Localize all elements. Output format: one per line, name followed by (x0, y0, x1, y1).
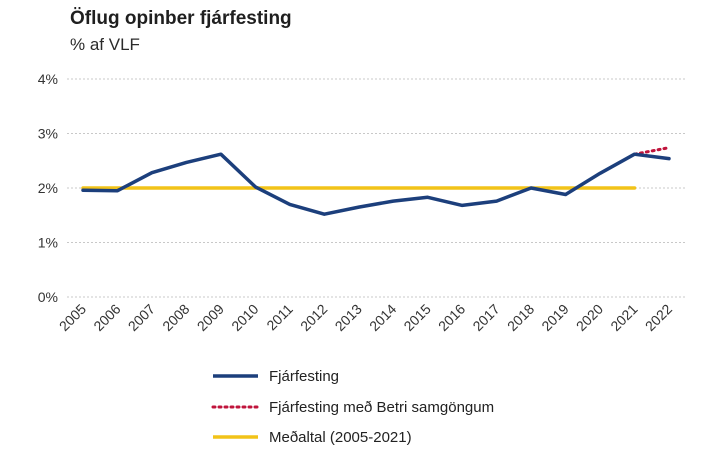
series-lines (81, 146, 671, 216)
x-tick-label: 2007 (125, 301, 158, 334)
series-line-0 (81, 152, 671, 216)
y-tick-label: 1% (38, 235, 58, 251)
x-tick-label: 2011 (263, 301, 296, 334)
x-tick-label: 2014 (366, 301, 399, 334)
chart-title: Öflug opinber fjárfesting (70, 8, 292, 29)
y-axis-labels: 0% 1% 2% 3% 4% (38, 71, 58, 305)
x-tick-label: 2010 (228, 301, 261, 334)
x-tick-label: 2018 (504, 301, 537, 334)
x-tick-label: 2021 (607, 301, 640, 334)
y-tick-label: 2% (38, 180, 58, 196)
x-tick-label: 2013 (332, 301, 365, 334)
x-tick-label: 2005 (56, 301, 89, 334)
x-tick-label: 2020 (573, 301, 606, 334)
y-tick-label: 4% (38, 71, 58, 87)
y-tick-label: 0% (38, 289, 58, 305)
series-line-1 (633, 146, 671, 156)
x-tick-label: 2022 (642, 301, 675, 334)
y-tick-label: 3% (38, 126, 58, 142)
x-tick-label: 2017 (469, 301, 502, 334)
x-tick-label: 2012 (297, 301, 330, 334)
legend-label: Meðaltal (2005-2021) (269, 429, 412, 446)
x-tick-label: 2019 (538, 301, 571, 334)
chart-subtitle: % af VLF (70, 35, 140, 54)
x-tick-label: 2015 (400, 301, 433, 334)
x-axis-labels: 2005 2006 2007 2008 2009 2010 2011 2012 2013 2014… (56, 301, 675, 334)
x-tick-label: 2008 (159, 301, 192, 334)
x-tick-label: 2006 (90, 301, 123, 334)
legend: Fjárfesting Fjárfesting með Betri samgöng… (211, 368, 494, 446)
x-tick-label: 2016 (435, 301, 468, 334)
legend-label: Fjárfesting (269, 368, 339, 385)
legend-label: Fjárfesting með Betri samgöngum (269, 399, 494, 416)
x-tick-label: 2009 (194, 301, 227, 334)
